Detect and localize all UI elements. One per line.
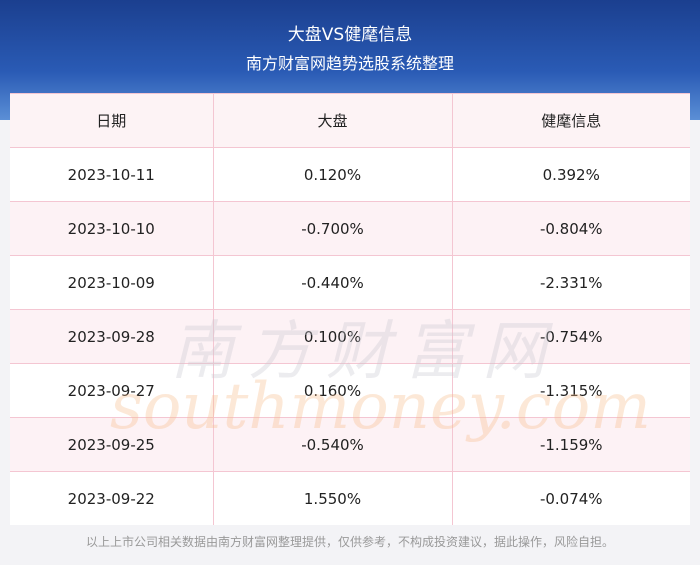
table-cell: -1.159% xyxy=(451,417,690,472)
table-cell: -1.315% xyxy=(451,363,690,418)
table-cell: 2023-10-10 xyxy=(10,201,213,256)
table-cell: 2023-09-28 xyxy=(10,309,213,364)
table-cell: 2023-09-27 xyxy=(10,363,213,418)
table-cell: 0.160% xyxy=(212,363,452,418)
footer-note: 以上上市公司相关数据由南方财富网整理提供，仅供参考，不构成投资建议，据此操作，风… xyxy=(85,535,614,549)
table-cell: -0.804% xyxy=(451,201,690,256)
table-cell: -0.700% xyxy=(212,201,452,256)
subtitle: 南方财富网趋势选股系统整理 xyxy=(245,54,454,73)
column-header: 大盘 xyxy=(212,93,452,148)
table-row: 2023-09-25 -0.540% -1.159% xyxy=(10,417,690,472)
table-cell: 2023-09-22 xyxy=(10,471,213,525)
table-cell: -2.331% xyxy=(451,255,690,310)
table-cell: 0.392% xyxy=(451,147,690,202)
column-header: 健麾信息 xyxy=(451,93,690,148)
table-cell: 0.100% xyxy=(212,309,452,364)
table-row: 2023-10-09 -0.440% -2.331% xyxy=(10,255,690,310)
table-row: 2023-10-11 0.120% 0.392% xyxy=(10,147,690,202)
header-row: 日期 大盘 健麾信息 xyxy=(10,93,690,148)
column-header: 日期 xyxy=(10,93,213,148)
table-cell: -0.754% xyxy=(451,309,690,364)
data-table: 日期 大盘 健麾信息 2023-10-11 0.120% 0.392% 2023-10-1… xyxy=(10,93,690,525)
table-row: 2023-10-10 -0.700% -0.804% xyxy=(10,201,690,256)
table-cell: 2023-10-11 xyxy=(10,147,213,202)
table-cell: 1.550% xyxy=(212,471,452,525)
title: 大盘VS健麾信息 xyxy=(287,25,413,45)
table-row: 2023-09-22 1.550% -0.074% xyxy=(10,471,690,525)
table-cell: 2023-10-09 xyxy=(10,255,213,310)
table-row: 2023-09-27 0.160% -1.315% xyxy=(10,363,690,418)
table-cell: -0.540% xyxy=(212,417,452,472)
table-cell: -0.440% xyxy=(212,255,452,310)
table-cell: 2023-09-25 xyxy=(10,417,213,472)
table-cell: 0.120% xyxy=(212,147,452,202)
table-row: 2023-09-28 0.100% -0.754% xyxy=(10,309,690,364)
table-cell: -0.074% xyxy=(451,471,690,525)
